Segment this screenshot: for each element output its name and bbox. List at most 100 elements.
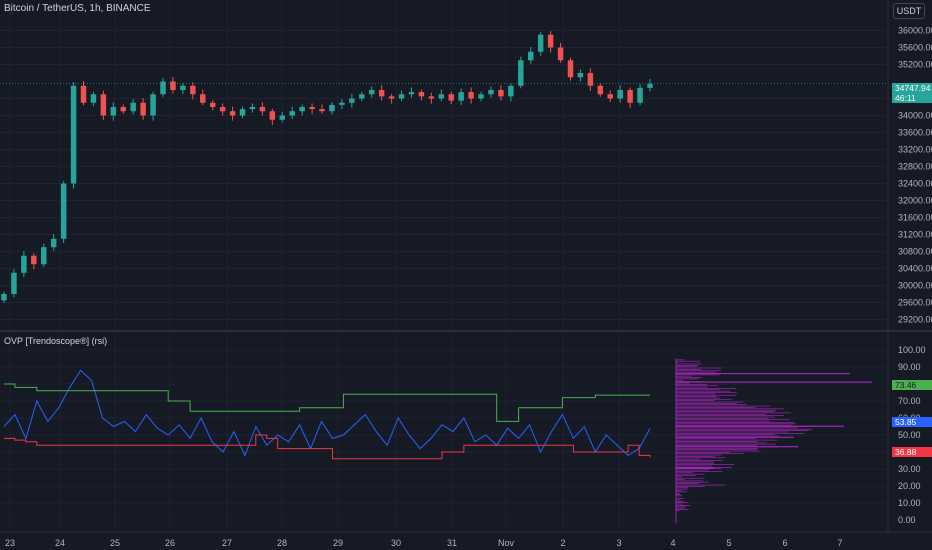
volume-profile-bar xyxy=(676,443,776,445)
candle-body xyxy=(359,94,365,99)
candle-body xyxy=(180,85,186,90)
volume-profile-bar xyxy=(676,413,766,415)
volume-profile-bar xyxy=(676,510,680,512)
time-tick-label: 7 xyxy=(837,538,842,548)
candle-body xyxy=(21,255,27,273)
volume-profile-bar xyxy=(676,447,759,449)
candle-body xyxy=(31,255,37,265)
candle-body xyxy=(398,94,405,99)
candle-body xyxy=(339,102,345,105)
volume-profile-bar xyxy=(676,418,768,419)
volume-profile-bar xyxy=(676,419,790,421)
volume-profile-bar xyxy=(676,460,724,461)
time-tick-label: 23 xyxy=(5,538,15,548)
volume-profile-bar xyxy=(676,438,756,440)
candle-body xyxy=(170,81,176,90)
volume-profile-bar xyxy=(676,359,685,361)
volume-profile-bar xyxy=(676,374,720,376)
volume-profile-bar xyxy=(676,415,784,416)
upper-band-line xyxy=(4,383,650,422)
candle-body xyxy=(140,102,146,116)
time-tick-label: 3 xyxy=(616,538,621,548)
candle-body xyxy=(11,272,17,294)
candle-body xyxy=(378,90,385,97)
volume-profile-bar xyxy=(676,408,784,410)
volume-profile-bar xyxy=(676,404,747,406)
volume-profile-bar xyxy=(676,424,792,426)
candle-body xyxy=(1,294,7,301)
volume-profile-bar xyxy=(676,405,771,407)
candle-body xyxy=(388,96,395,99)
volume-profile-bar xyxy=(676,468,722,470)
indicator-title[interactable]: OVP [Trendoscope®] (rsi) xyxy=(4,336,108,346)
indicator-tick-label: 30.00 xyxy=(898,464,921,474)
candle-body xyxy=(508,85,514,97)
volume-profile-bar xyxy=(676,435,780,437)
price-tick-label: 29200.00 xyxy=(898,315,932,325)
countdown-badge: 46:11 xyxy=(892,93,932,103)
volume-profile-bar xyxy=(676,401,744,403)
time-tick-label: 2 xyxy=(560,538,565,548)
volume-profile-bar xyxy=(676,379,684,381)
price-tick-label: 31200.00 xyxy=(898,230,932,240)
volume-profile-bar xyxy=(676,445,757,446)
candle-body xyxy=(41,247,47,265)
candle-body xyxy=(229,111,236,116)
volume-profile-bar xyxy=(676,442,767,444)
candle-body xyxy=(647,83,653,88)
volume-profile-bar xyxy=(676,481,709,483)
volume-profile-bar xyxy=(676,491,688,493)
volume-profile-bar xyxy=(676,484,726,486)
currency-button[interactable]: USDT xyxy=(893,3,925,19)
volume-profile-peak xyxy=(676,425,844,427)
volume-profile-bar xyxy=(676,434,775,436)
volume-profile-bar xyxy=(676,369,702,370)
candle-body xyxy=(110,107,117,116)
volume-profile-bar xyxy=(676,393,716,395)
volume-profile-bar xyxy=(676,409,777,411)
time-tick-label: 5 xyxy=(726,538,731,548)
volume-profile-bar xyxy=(676,494,681,495)
price-tick-label: 30400.00 xyxy=(898,264,932,274)
candle-body xyxy=(50,238,57,248)
candle-body xyxy=(200,94,206,103)
volume-profile-bar xyxy=(676,367,722,369)
candle-body xyxy=(329,104,335,112)
volume-profile-bar xyxy=(676,423,797,425)
candle-body xyxy=(537,34,544,52)
volume-profile-bar xyxy=(676,363,702,365)
candle-body xyxy=(567,60,574,78)
volume-profile-bar xyxy=(676,458,701,460)
candle-body xyxy=(160,81,166,95)
volume-profile-bar xyxy=(676,469,709,471)
volume-profile-bar xyxy=(676,461,715,463)
volume-profile-bar xyxy=(676,473,705,475)
candle-body xyxy=(319,109,325,112)
candle-body xyxy=(219,107,226,112)
volume-profile-bar xyxy=(676,480,704,482)
volume-profile-bar xyxy=(676,441,758,442)
volume-profile-bar xyxy=(676,386,708,388)
candle-body xyxy=(239,109,246,116)
volume-profile-bar xyxy=(676,430,809,431)
time-tick-label: 29 xyxy=(333,538,343,548)
volume-profile-bar xyxy=(676,453,744,455)
candle-body xyxy=(557,47,564,61)
candle-body xyxy=(289,111,295,116)
volume-profile-bar xyxy=(676,396,717,397)
candle-body xyxy=(368,90,375,95)
volume-profile-bar xyxy=(676,389,721,391)
volume-profile-bar xyxy=(676,464,735,465)
rsi-line xyxy=(3,369,651,457)
symbol-title[interactable]: Bitcoin / TetherUS, 1h, BINANCE xyxy=(4,3,151,14)
price-tick-label: 36000.00 xyxy=(898,26,932,36)
price-tick-label: 33200.00 xyxy=(898,145,932,155)
candle-body xyxy=(70,85,77,184)
candle-body xyxy=(448,94,454,101)
time-tick-label: 31 xyxy=(447,538,457,548)
candle-body xyxy=(408,92,415,95)
volume-profile-bar xyxy=(676,420,771,422)
candle-body xyxy=(468,92,474,99)
candle-body xyxy=(607,94,613,99)
candle-body xyxy=(528,51,534,61)
